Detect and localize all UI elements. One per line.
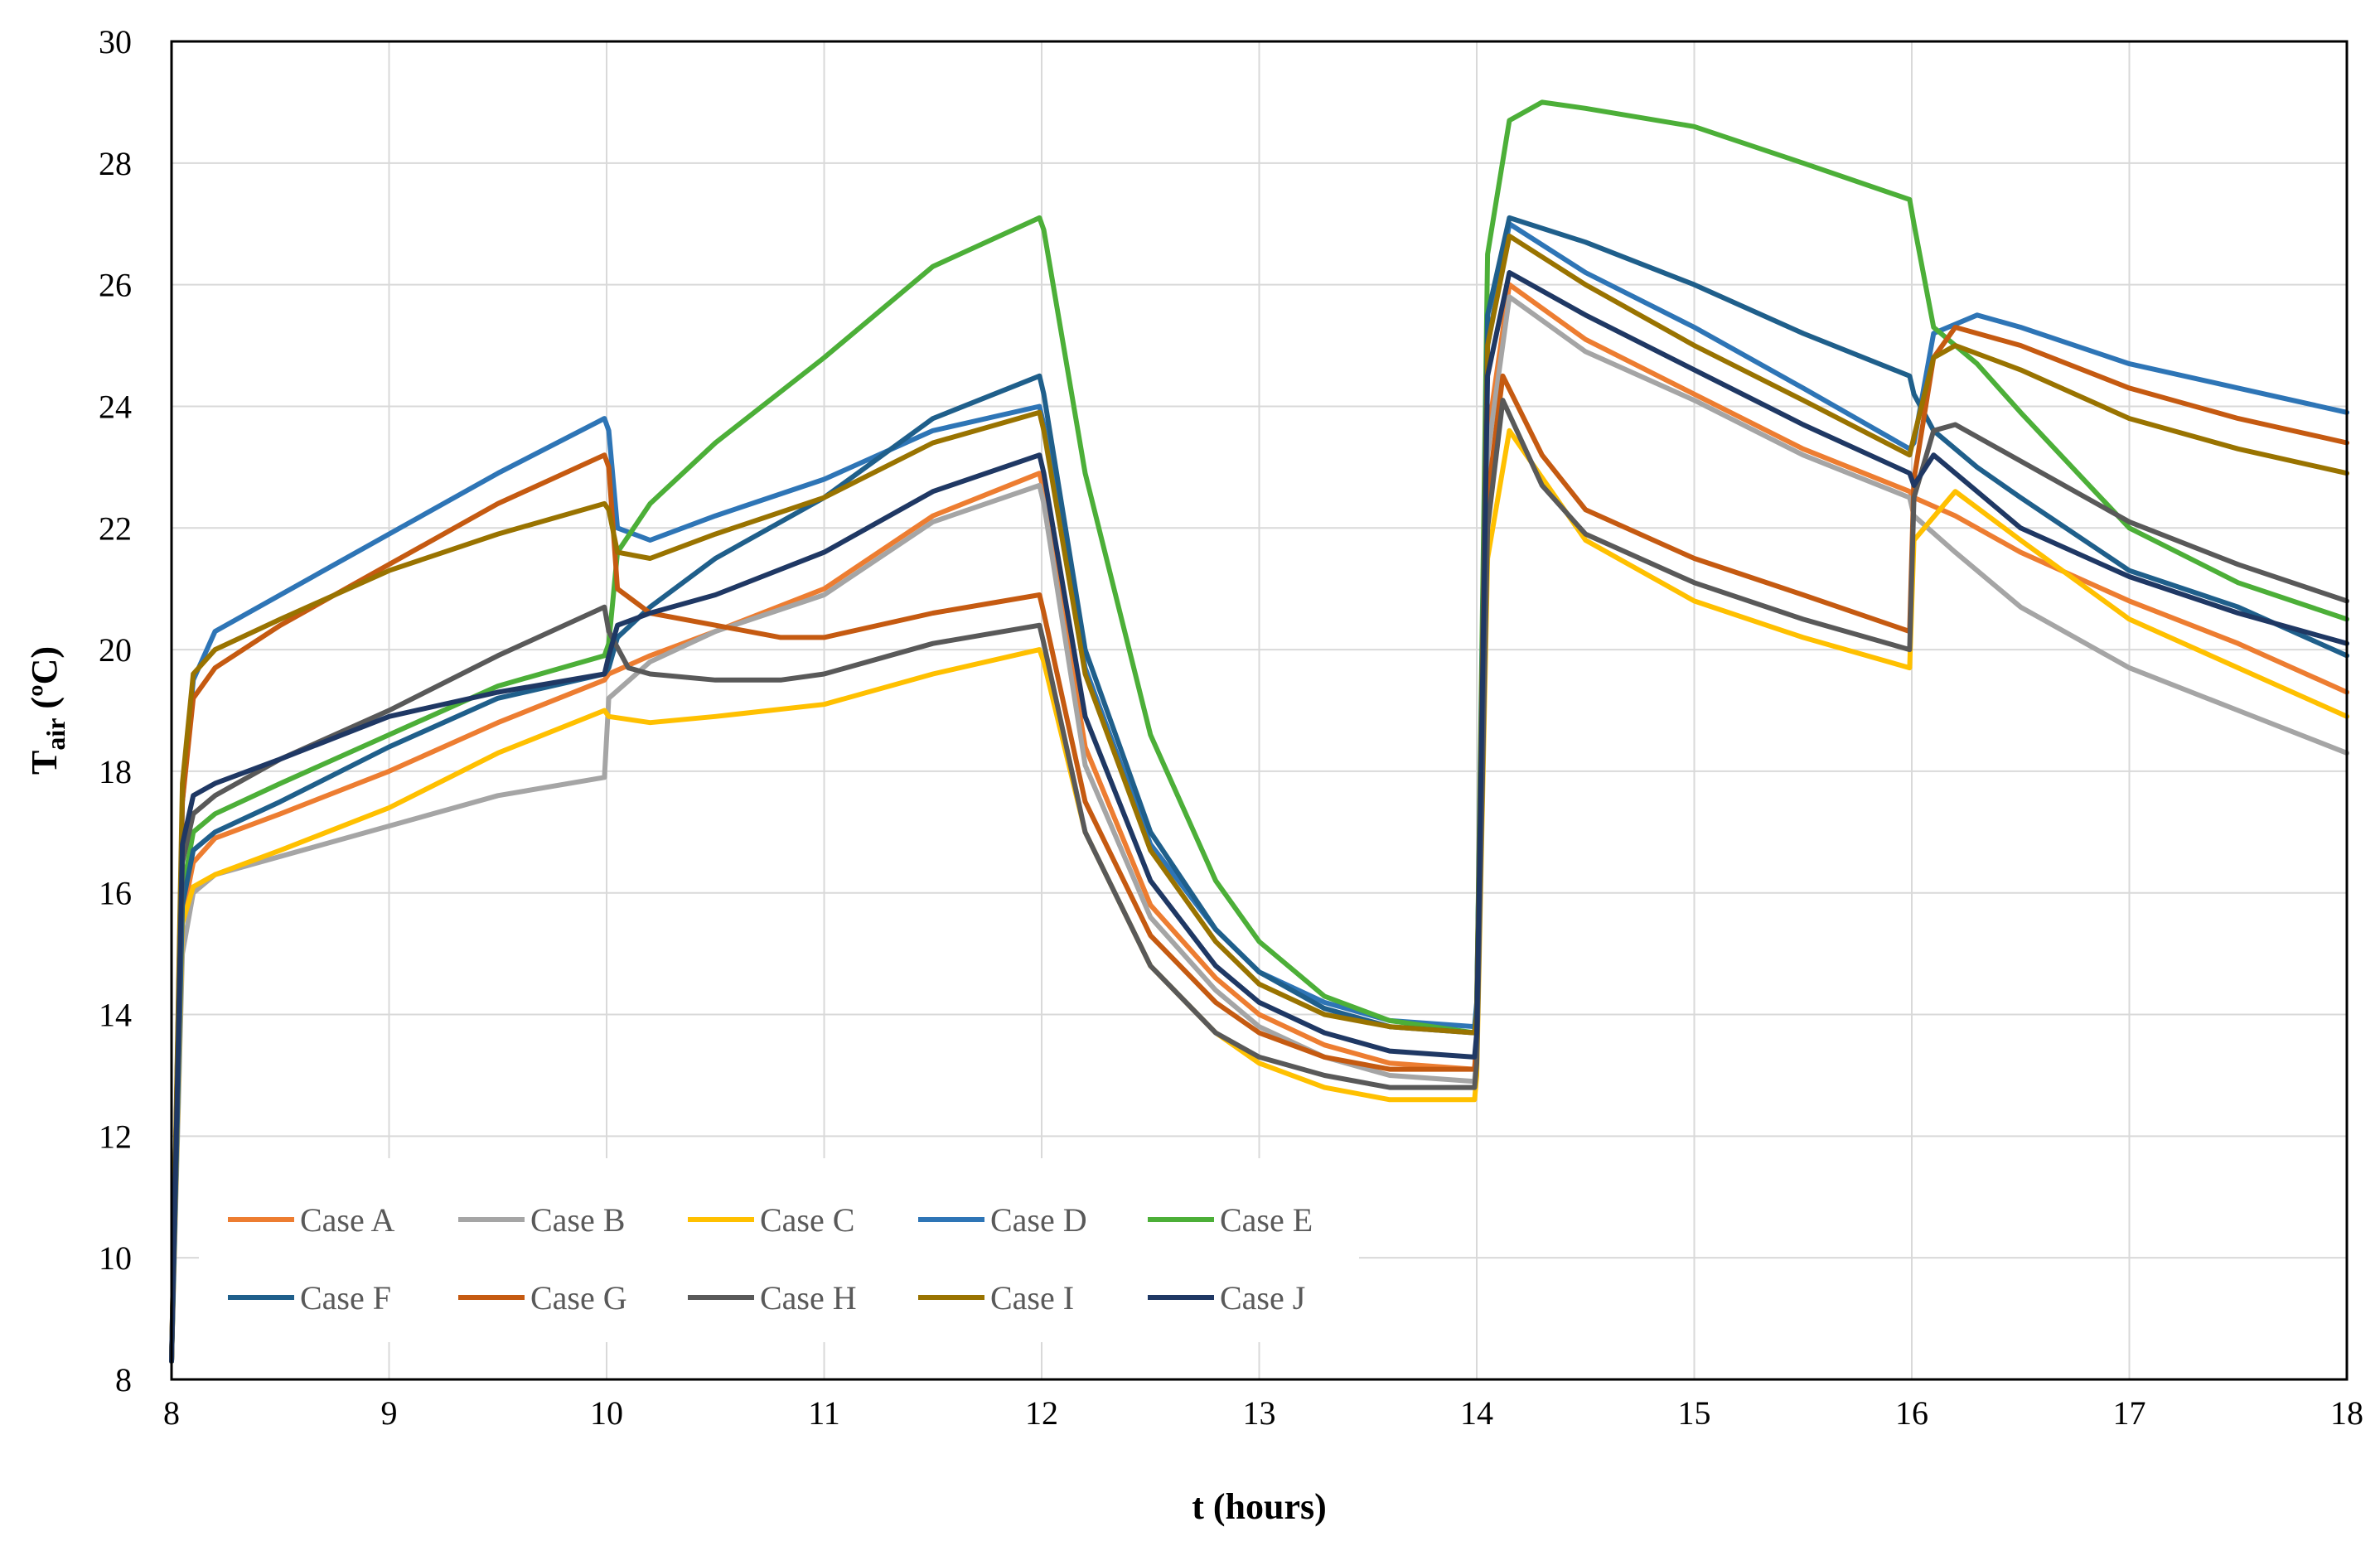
x-tick-label: 15 — [1678, 1394, 1711, 1432]
x-tick-label: 10 — [590, 1394, 623, 1432]
legend-label: Case E — [1220, 1201, 1313, 1239]
x-tick-label: 18 — [2330, 1394, 2363, 1432]
y-tick-label: 20 — [99, 631, 132, 669]
y-axis-title-unit: (ºC) — [24, 646, 65, 718]
plot-area-frame — [170, 40, 2349, 1381]
legend-item-case-g: Case G — [458, 1279, 627, 1316]
legend-item-case-f: Case F — [228, 1279, 391, 1316]
y-tick-label: 10 — [99, 1239, 132, 1277]
series-line-case-e — [169, 99, 2349, 1364]
x-tick-label: 8 — [163, 1394, 180, 1432]
y-tick-label: 8 — [115, 1361, 132, 1398]
x-tick-label: 9 — [381, 1394, 398, 1432]
legend-label: Case I — [990, 1279, 1074, 1316]
legend-label: Case J — [1220, 1279, 1305, 1316]
y-tick-label: 26 — [99, 267, 132, 304]
legend-label: Case G — [530, 1279, 627, 1316]
x-tick-label: 11 — [808, 1394, 840, 1432]
y-tick-label: 16 — [99, 875, 132, 912]
legend-background — [199, 1158, 1359, 1342]
y-tick-label: 12 — [99, 1118, 132, 1155]
legend-item-case-c: Case C — [688, 1201, 854, 1239]
y-tick-label: 22 — [99, 510, 132, 547]
series-lines — [169, 99, 2349, 1364]
y-tick-label: 24 — [99, 388, 132, 425]
y-axis-title-main: T — [24, 751, 65, 775]
series-line-case-h — [169, 398, 2349, 1364]
legend-item-case-e: Case E — [1148, 1201, 1313, 1239]
axis-tick-labels: 8 9 10 11 12 13 14 15 16 17 18 8 10 12 14 16 18 20 22 24 26 2… — [99, 23, 2363, 1432]
series-line-case-i — [169, 233, 2349, 1364]
x-tick-label: 16 — [1895, 1394, 1928, 1432]
x-tick-label: 17 — [2113, 1394, 2146, 1432]
x-tick-label: 12 — [1025, 1394, 1058, 1432]
y-tick-label: 18 — [99, 753, 132, 790]
legend: Case A Case B Case C Case D Case E Case F Case… — [199, 1158, 1359, 1342]
legend-label: Case A — [300, 1201, 395, 1239]
legend-label: Case C — [760, 1201, 854, 1239]
legend-label: Case B — [530, 1201, 625, 1239]
series-line-case-f — [169, 215, 2349, 1364]
legend-label: Case D — [990, 1201, 1087, 1239]
legend-item-case-j: Case J — [1148, 1279, 1305, 1316]
legend-label: Case H — [760, 1279, 857, 1316]
legend-label: Case F — [300, 1279, 391, 1316]
y-tick-label: 28 — [99, 145, 132, 182]
x-tick-label: 13 — [1243, 1394, 1276, 1432]
series-line-case-j — [169, 270, 2349, 1364]
legend-item-case-a: Case A — [228, 1201, 395, 1239]
y-tick-label: 30 — [99, 23, 132, 60]
legend-item-case-i: Case I — [918, 1279, 1074, 1316]
legend-item-case-d: Case D — [918, 1201, 1087, 1239]
legend-item-case-h: Case H — [688, 1279, 857, 1316]
y-tick-label: 14 — [99, 997, 132, 1034]
x-tick-label: 14 — [1460, 1394, 1493, 1432]
y-axis-title: Tair (ºC) — [24, 646, 70, 775]
x-axis-title: t (hours) — [1192, 1486, 1327, 1527]
y-axis-title-subscript: air — [41, 718, 70, 751]
legend-item-case-b: Case B — [458, 1201, 625, 1239]
